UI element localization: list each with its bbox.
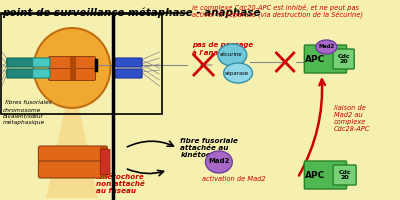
Polygon shape xyxy=(46,75,98,198)
Text: pas de passage
à l'anaphase: pas de passage à l'anaphase xyxy=(192,42,253,56)
Text: Cdc
20: Cdc 20 xyxy=(337,54,350,64)
Bar xyxy=(100,147,108,177)
Text: chromosome
bivalent/sœur
métaphasique: chromosome bivalent/sœur métaphasique xyxy=(3,108,45,125)
Text: Mad2: Mad2 xyxy=(318,44,334,48)
Text: point de surveillance métaphase - anaphase: point de surveillance métaphase - anapha… xyxy=(2,7,260,18)
FancyBboxPatch shape xyxy=(7,58,34,67)
FancyBboxPatch shape xyxy=(33,58,50,67)
FancyBboxPatch shape xyxy=(100,150,110,174)
FancyBboxPatch shape xyxy=(333,49,354,69)
Text: Cdc
20: Cdc 20 xyxy=(338,170,351,180)
Ellipse shape xyxy=(316,40,337,54)
FancyBboxPatch shape xyxy=(7,69,34,78)
Bar xyxy=(1,14,162,114)
Text: APC: APC xyxy=(305,170,325,180)
Text: activer la Séparase (via destruction de la Sécurine): activer la Séparase (via destruction de … xyxy=(192,10,363,18)
Bar xyxy=(70,57,76,80)
FancyBboxPatch shape xyxy=(115,69,142,78)
Text: APC: APC xyxy=(305,54,325,64)
Text: activation de Mad2: activation de Mad2 xyxy=(202,176,265,182)
Text: Mad2: Mad2 xyxy=(208,158,230,164)
Text: kinétochore
non attaché
au fuseau: kinétochore non attaché au fuseau xyxy=(96,174,145,194)
FancyBboxPatch shape xyxy=(304,161,346,189)
FancyBboxPatch shape xyxy=(38,146,108,163)
Ellipse shape xyxy=(224,63,252,83)
FancyBboxPatch shape xyxy=(38,161,108,178)
Text: liaison de
Mad2 au
complexe
Cdc28-APC: liaison de Mad2 au complexe Cdc28-APC xyxy=(334,105,370,132)
Text: fibres fusoriales: fibres fusoriales xyxy=(5,100,52,105)
Text: séparase: séparase xyxy=(225,70,249,76)
FancyBboxPatch shape xyxy=(48,68,96,80)
FancyBboxPatch shape xyxy=(48,56,96,68)
Circle shape xyxy=(34,28,110,108)
Text: le complexe Cdc20-APC est inhibé, et ne peut pas: le complexe Cdc20-APC est inhibé, et ne … xyxy=(192,4,359,11)
FancyBboxPatch shape xyxy=(333,165,356,185)
FancyBboxPatch shape xyxy=(304,45,346,73)
Ellipse shape xyxy=(206,151,232,173)
Ellipse shape xyxy=(218,44,247,66)
Text: sécurine: sécurine xyxy=(220,51,243,56)
FancyBboxPatch shape xyxy=(33,69,50,78)
FancyBboxPatch shape xyxy=(115,58,142,67)
Text: fibre fusoriale
attachée au
kinétochore: fibre fusoriale attachée au kinétochore xyxy=(180,138,238,158)
